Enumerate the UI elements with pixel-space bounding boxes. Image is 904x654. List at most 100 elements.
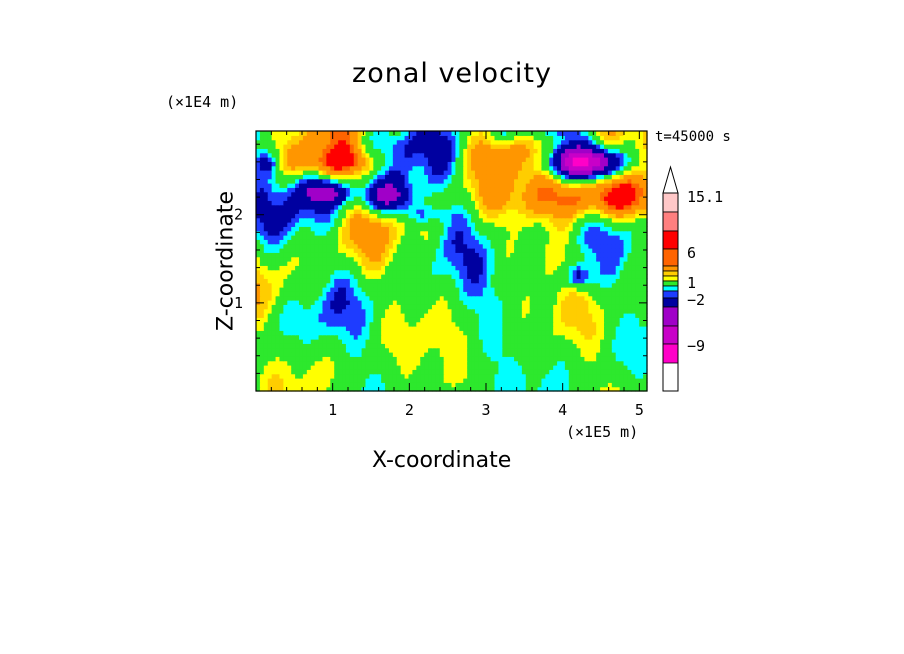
heatmap-cell <box>310 343 316 349</box>
heatmap-cell <box>302 347 308 353</box>
heatmap-cell <box>564 339 570 344</box>
heatmap-cell <box>549 373 554 379</box>
heatmap-cell <box>381 291 386 297</box>
heatmap-cell <box>318 191 324 197</box>
heatmap-cell <box>545 226 550 232</box>
heatmap-cell <box>322 373 327 379</box>
heatmap-cell <box>373 308 378 314</box>
heatmap-cell <box>365 269 370 275</box>
heatmap-cell <box>537 304 543 310</box>
heatmap-cell <box>424 334 429 340</box>
heatmap-cell <box>318 209 324 214</box>
heatmap-cell <box>381 217 386 223</box>
heatmap-cell <box>541 183 546 188</box>
heatmap-cell <box>431 287 437 292</box>
heatmap-cell <box>611 174 617 180</box>
heatmap-cell <box>623 304 629 310</box>
heatmap-cell <box>467 265 472 271</box>
heatmap-cell <box>471 256 476 262</box>
heatmap-cell <box>514 213 519 219</box>
heatmap-cell <box>537 339 543 344</box>
heatmap-cell <box>471 326 476 331</box>
heatmap-cell <box>396 300 402 305</box>
heatmap-cell <box>635 304 640 310</box>
heatmap-cell <box>517 204 523 210</box>
heatmap-cell <box>553 282 558 288</box>
heatmap-cell <box>506 243 511 249</box>
heatmap-cell <box>263 378 269 383</box>
heatmap-cell <box>459 300 464 305</box>
heatmap-cell <box>404 265 410 271</box>
heatmap-cell <box>295 287 300 292</box>
heatmap-cell <box>447 369 453 375</box>
heatmap-cell <box>338 343 343 349</box>
heatmap-cell <box>345 265 351 271</box>
heatmap-cell <box>392 261 398 266</box>
heatmap-cell <box>490 360 496 366</box>
heatmap-cell <box>537 313 543 318</box>
heatmap-cell <box>267 226 273 232</box>
heatmap-cell <box>267 239 273 245</box>
heatmap-cell <box>424 174 429 180</box>
heatmap-cell <box>478 287 484 292</box>
heatmap-cell <box>533 248 539 253</box>
heatmap-cell <box>588 174 593 180</box>
heatmap-cell <box>451 347 457 353</box>
heatmap-cell <box>283 356 288 362</box>
heatmap-cell <box>338 222 343 227</box>
heatmap-cell <box>560 300 566 305</box>
heatmap-cell <box>338 217 343 223</box>
heatmap-cell <box>412 386 417 392</box>
heatmap-cell <box>494 282 500 288</box>
heatmap-cell <box>392 365 398 370</box>
heatmap-cell <box>494 256 500 262</box>
heatmap-cell <box>314 217 320 223</box>
heatmap-cell <box>490 282 496 288</box>
heatmap-cell <box>306 378 312 383</box>
heatmap-cell <box>533 330 539 336</box>
heatmap-cell <box>498 235 503 240</box>
heatmap-cell <box>275 369 281 375</box>
heatmap-cell <box>517 269 523 275</box>
heatmap-cell <box>451 183 457 188</box>
heatmap-cell <box>385 386 390 392</box>
heatmap-cell <box>330 252 335 258</box>
heatmap-cell <box>263 204 269 210</box>
heatmap-cell <box>275 313 281 318</box>
heatmap-cell <box>564 308 570 314</box>
heatmap-cell <box>498 183 503 188</box>
heatmap-cell <box>490 261 496 266</box>
heatmap-cell <box>510 282 515 288</box>
heatmap-cell <box>439 187 445 193</box>
heatmap-cell <box>361 248 367 253</box>
heatmap-cell <box>541 230 546 236</box>
heatmap-cell <box>349 347 355 353</box>
heatmap-cell <box>408 187 413 193</box>
heatmap-cell <box>510 339 515 344</box>
heatmap-cell <box>408 265 413 271</box>
heatmap-cell <box>580 265 586 271</box>
heatmap-cell <box>302 269 308 275</box>
heatmap-cell <box>345 187 351 193</box>
heatmap-cell <box>353 187 359 193</box>
heatmap-cell <box>338 365 343 370</box>
heatmap-cell <box>541 204 546 210</box>
heatmap-cell <box>412 204 417 210</box>
heatmap-cell <box>596 217 601 223</box>
heatmap-cell <box>478 278 484 284</box>
heatmap-cell <box>396 339 402 344</box>
heatmap-cell <box>291 235 296 240</box>
heatmap-cell <box>361 317 367 323</box>
heatmap-cell <box>557 295 562 301</box>
heatmap-cell <box>342 248 347 253</box>
heatmap-cell <box>388 261 394 266</box>
heatmap-cell <box>498 386 503 392</box>
heatmap-cell <box>545 174 550 180</box>
heatmap-cell <box>494 295 500 301</box>
heatmap-cell <box>471 317 476 323</box>
heatmap-cell <box>643 200 648 206</box>
heatmap-cell <box>443 200 449 206</box>
heatmap-cell <box>318 287 324 292</box>
heatmap-cell <box>365 178 370 184</box>
heatmap-cell <box>314 369 320 375</box>
